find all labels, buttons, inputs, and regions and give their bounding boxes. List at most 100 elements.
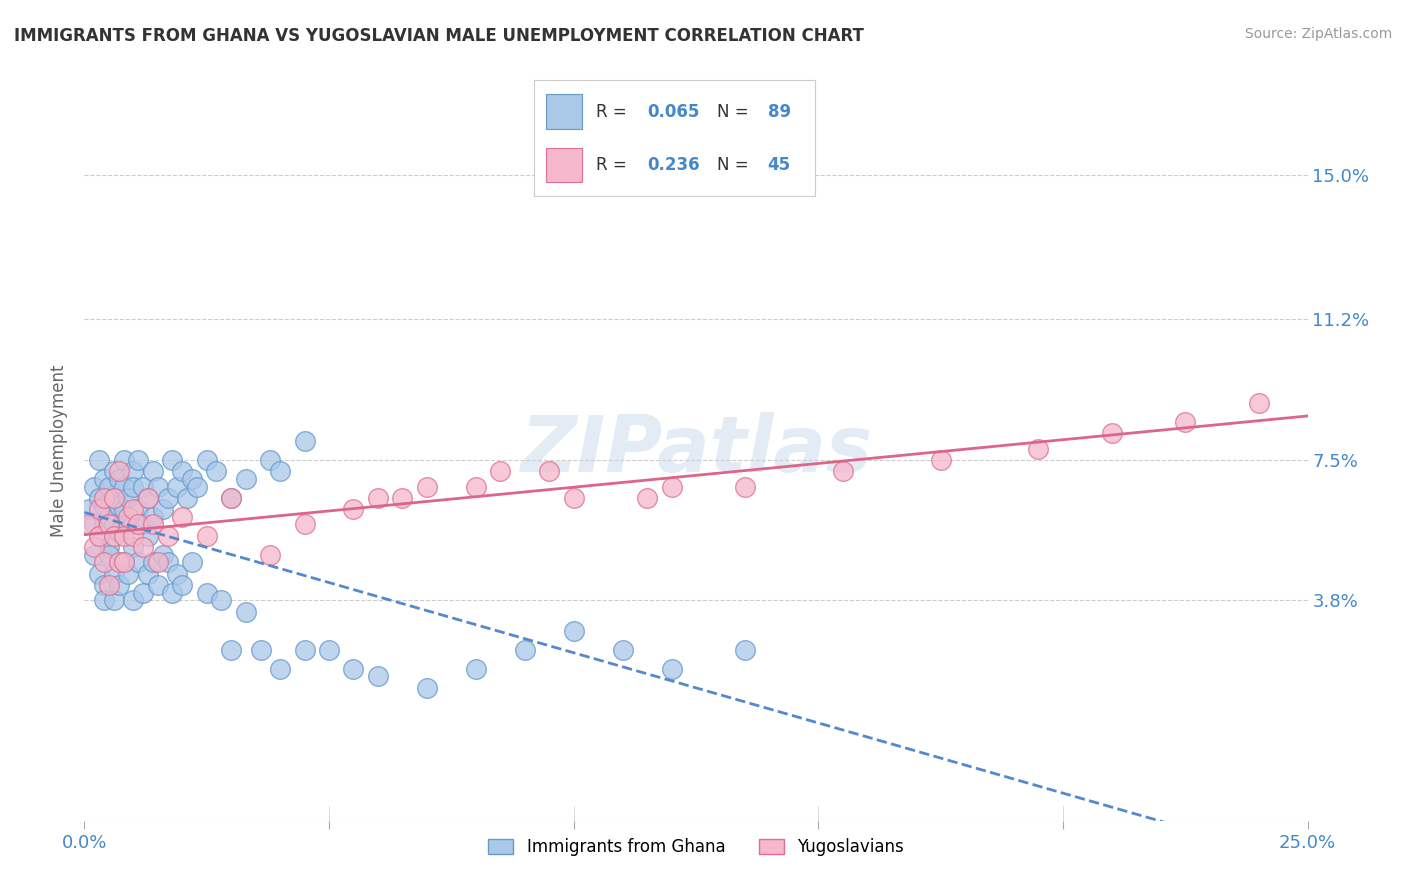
Point xyxy=(132,541,155,555)
FancyBboxPatch shape xyxy=(546,147,582,182)
Point xyxy=(122,517,145,532)
Point xyxy=(318,642,340,657)
Point xyxy=(489,464,512,478)
Point xyxy=(117,566,139,581)
Point xyxy=(181,556,204,570)
Text: IMMIGRANTS FROM GHANA VS YUGOSLAVIAN MALE UNEMPLOYMENT CORRELATION CHART: IMMIGRANTS FROM GHANA VS YUGOSLAVIAN MAL… xyxy=(14,27,863,45)
Point xyxy=(93,517,115,532)
Point xyxy=(107,472,129,486)
Point xyxy=(136,566,159,581)
Text: 45: 45 xyxy=(768,156,790,174)
Point xyxy=(1101,426,1123,441)
Point xyxy=(1028,442,1050,456)
Point xyxy=(107,525,129,540)
Point xyxy=(259,453,281,467)
Point xyxy=(122,541,145,555)
Point xyxy=(97,509,120,524)
Point xyxy=(172,578,194,592)
Point xyxy=(205,464,228,478)
Point xyxy=(112,479,135,493)
Point xyxy=(929,453,952,467)
Point xyxy=(219,642,242,657)
Point xyxy=(176,491,198,505)
Text: R =: R = xyxy=(596,156,633,174)
Point xyxy=(132,586,155,600)
Point xyxy=(107,499,129,513)
Point xyxy=(97,578,120,592)
Point xyxy=(172,509,194,524)
Point xyxy=(103,517,125,532)
Text: ZIPatlas: ZIPatlas xyxy=(520,412,872,489)
Point xyxy=(249,642,271,657)
Point xyxy=(122,593,145,607)
Point xyxy=(103,491,125,505)
Point xyxy=(83,548,105,562)
Point xyxy=(103,464,125,478)
Point xyxy=(142,509,165,524)
Point xyxy=(269,464,291,478)
Point xyxy=(132,517,155,532)
Point xyxy=(181,472,204,486)
FancyBboxPatch shape xyxy=(546,95,582,129)
Point xyxy=(112,556,135,570)
Point xyxy=(195,586,218,600)
Point xyxy=(146,556,169,570)
Point xyxy=(734,479,756,493)
Point xyxy=(77,517,100,532)
Point xyxy=(636,491,658,505)
Point xyxy=(122,502,145,516)
Text: N =: N = xyxy=(717,103,754,120)
Point xyxy=(562,491,585,505)
Point xyxy=(156,556,179,570)
Point xyxy=(416,479,439,493)
Point xyxy=(464,479,486,493)
Point xyxy=(83,479,105,493)
Point xyxy=(136,491,159,505)
Text: N =: N = xyxy=(717,156,754,174)
Point xyxy=(342,662,364,676)
Point xyxy=(117,517,139,532)
Point xyxy=(831,464,853,478)
Point xyxy=(166,566,188,581)
Legend: Immigrants from Ghana, Yugoslavians: Immigrants from Ghana, Yugoslavians xyxy=(479,830,912,864)
Point xyxy=(661,662,683,676)
Point xyxy=(103,593,125,607)
Point xyxy=(172,464,194,478)
Point xyxy=(122,529,145,543)
Point xyxy=(152,548,174,562)
Point xyxy=(612,642,634,657)
Point xyxy=(87,453,110,467)
Point xyxy=(209,593,232,607)
Point xyxy=(117,509,139,524)
Point xyxy=(127,502,149,516)
Point xyxy=(219,491,242,505)
Point xyxy=(93,472,115,486)
Point xyxy=(87,529,110,543)
Point xyxy=(294,517,316,532)
Point xyxy=(136,529,159,543)
Point xyxy=(107,464,129,478)
Point xyxy=(107,556,129,570)
Point xyxy=(87,566,110,581)
Point xyxy=(186,479,208,493)
Point xyxy=(83,517,105,532)
Point xyxy=(97,517,120,532)
Point xyxy=(122,464,145,478)
Point xyxy=(142,464,165,478)
Point xyxy=(235,605,257,619)
Point xyxy=(146,578,169,592)
Point xyxy=(142,556,165,570)
Text: 89: 89 xyxy=(768,103,790,120)
Point xyxy=(294,642,316,657)
Point xyxy=(107,578,129,592)
Point xyxy=(269,662,291,676)
Text: 0.065: 0.065 xyxy=(647,103,699,120)
Point xyxy=(87,491,110,505)
Point xyxy=(122,479,145,493)
Point xyxy=(235,472,257,486)
Point xyxy=(103,529,125,543)
Point xyxy=(146,479,169,493)
Point xyxy=(87,529,110,543)
Point xyxy=(195,529,218,543)
Point xyxy=(112,556,135,570)
